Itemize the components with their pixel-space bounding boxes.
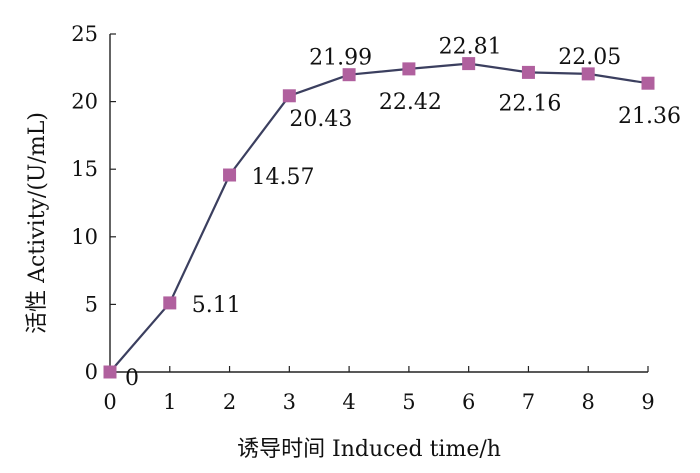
y-tick-label: 15 [71,157,98,181]
series-line [109,62,649,373]
data-point [581,67,595,81]
y-axis-label: 活性 Activity/(U/mL) [25,112,50,334]
y-tick-label: 25 [71,22,98,46]
y-tick-label: 5 [85,292,98,316]
data-point [641,76,655,90]
data-label: 14.57 [252,165,315,190]
x-tick-label: 7 [522,390,535,414]
series-group [103,57,655,379]
data-label: 22.81 [439,35,502,60]
x-tick-label: 5 [402,390,415,414]
y-tick-label: 0 [85,360,98,384]
x-tick-label: 8 [582,390,595,414]
data-label: 22.05 [558,45,621,70]
x-tick-label: 3 [283,390,296,414]
x-tick-label: 1 [163,390,176,414]
data-point [103,365,117,379]
axes [109,33,649,373]
data-point [342,68,356,82]
y-tick-label: 20 [71,90,98,114]
data-label: 20.43 [289,107,352,132]
y-tick-label: 10 [71,225,98,249]
data-point [163,296,177,310]
x-tick-label: 4 [342,390,355,414]
data-point [282,89,296,103]
data-point [402,62,416,76]
data-label: 5.11 [192,293,241,318]
x-axis-label: 诱导时间 Induced time/h [237,437,501,462]
data-label: 22.42 [379,90,442,115]
x-tick-label: 6 [462,390,475,414]
data-point [223,168,237,182]
data-label: 0 [125,366,139,391]
data-point [462,57,476,71]
x-tick-label: 9 [641,390,654,414]
data-point [521,65,535,79]
data-label: 22.16 [498,91,561,116]
data-label: 21.36 [618,104,681,129]
data-labels: 0 5.11 14.57 20.43 21.99 22.42 22.81 22.16 22.05… [125,35,681,391]
data-label: 21.99 [309,46,372,71]
x-tick-label: 2 [223,390,236,414]
x-tick-label: 0 [103,390,116,414]
